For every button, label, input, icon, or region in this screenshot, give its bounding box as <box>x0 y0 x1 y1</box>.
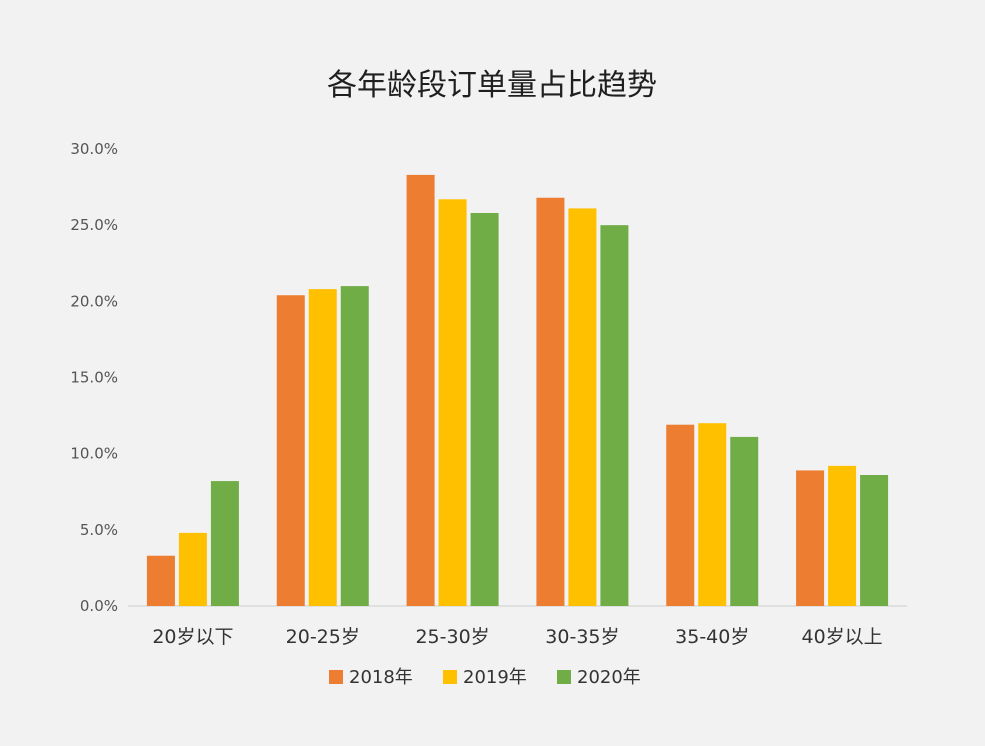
y-tick-label: 0.0% <box>80 597 118 615</box>
legend-swatch <box>329 670 343 684</box>
chart-title: 各年龄段订单量占比趋势 <box>327 68 657 103</box>
y-axis: 0.0% 5.0% 10.0% 15.0% 20.0% 25.0% 30.0% <box>70 140 118 615</box>
bars <box>146 174 889 607</box>
y-tick-label: 5.0% <box>80 521 118 539</box>
bar <box>796 470 825 606</box>
x-tick-label: 35-40岁 <box>675 626 749 648</box>
y-tick-label: 30.0% <box>70 140 118 158</box>
x-tick-label: 20岁以下 <box>152 626 233 648</box>
y-tick-label: 10.0% <box>70 445 118 463</box>
bar <box>340 286 369 606</box>
bar <box>210 481 239 606</box>
x-tick-label: 30-35岁 <box>545 626 619 648</box>
x-tick-label: 40岁以上 <box>801 626 882 648</box>
legend-label: 2019年 <box>463 667 527 688</box>
bar <box>860 474 889 606</box>
bar <box>146 555 175 606</box>
x-tick-label: 25-30岁 <box>415 626 489 648</box>
bar <box>730 436 759 606</box>
legend-label: 2020年 <box>577 667 641 688</box>
y-tick-label: 20.0% <box>70 292 118 310</box>
legend: 2018年 2019年 2020年 <box>329 667 641 688</box>
bar <box>406 174 435 606</box>
bar <box>470 212 499 607</box>
bar <box>568 208 597 606</box>
legend-swatch <box>443 670 457 684</box>
bar <box>828 465 857 606</box>
bar <box>276 295 305 606</box>
bar <box>178 532 207 606</box>
legend-label: 2018年 <box>349 667 413 688</box>
bar <box>666 424 695 606</box>
bar <box>438 199 467 606</box>
y-tick-label: 15.0% <box>70 369 118 387</box>
bar <box>308 289 337 606</box>
bar <box>600 225 629 606</box>
bar <box>698 423 727 606</box>
y-tick-label: 25.0% <box>70 216 118 234</box>
bar <box>536 197 565 606</box>
legend-swatch <box>557 670 571 684</box>
x-tick-label: 20-25岁 <box>286 626 360 648</box>
x-axis: 20岁以下 20-25岁 25-30岁 30-35岁 35-40岁 40岁以上 <box>128 605 907 648</box>
